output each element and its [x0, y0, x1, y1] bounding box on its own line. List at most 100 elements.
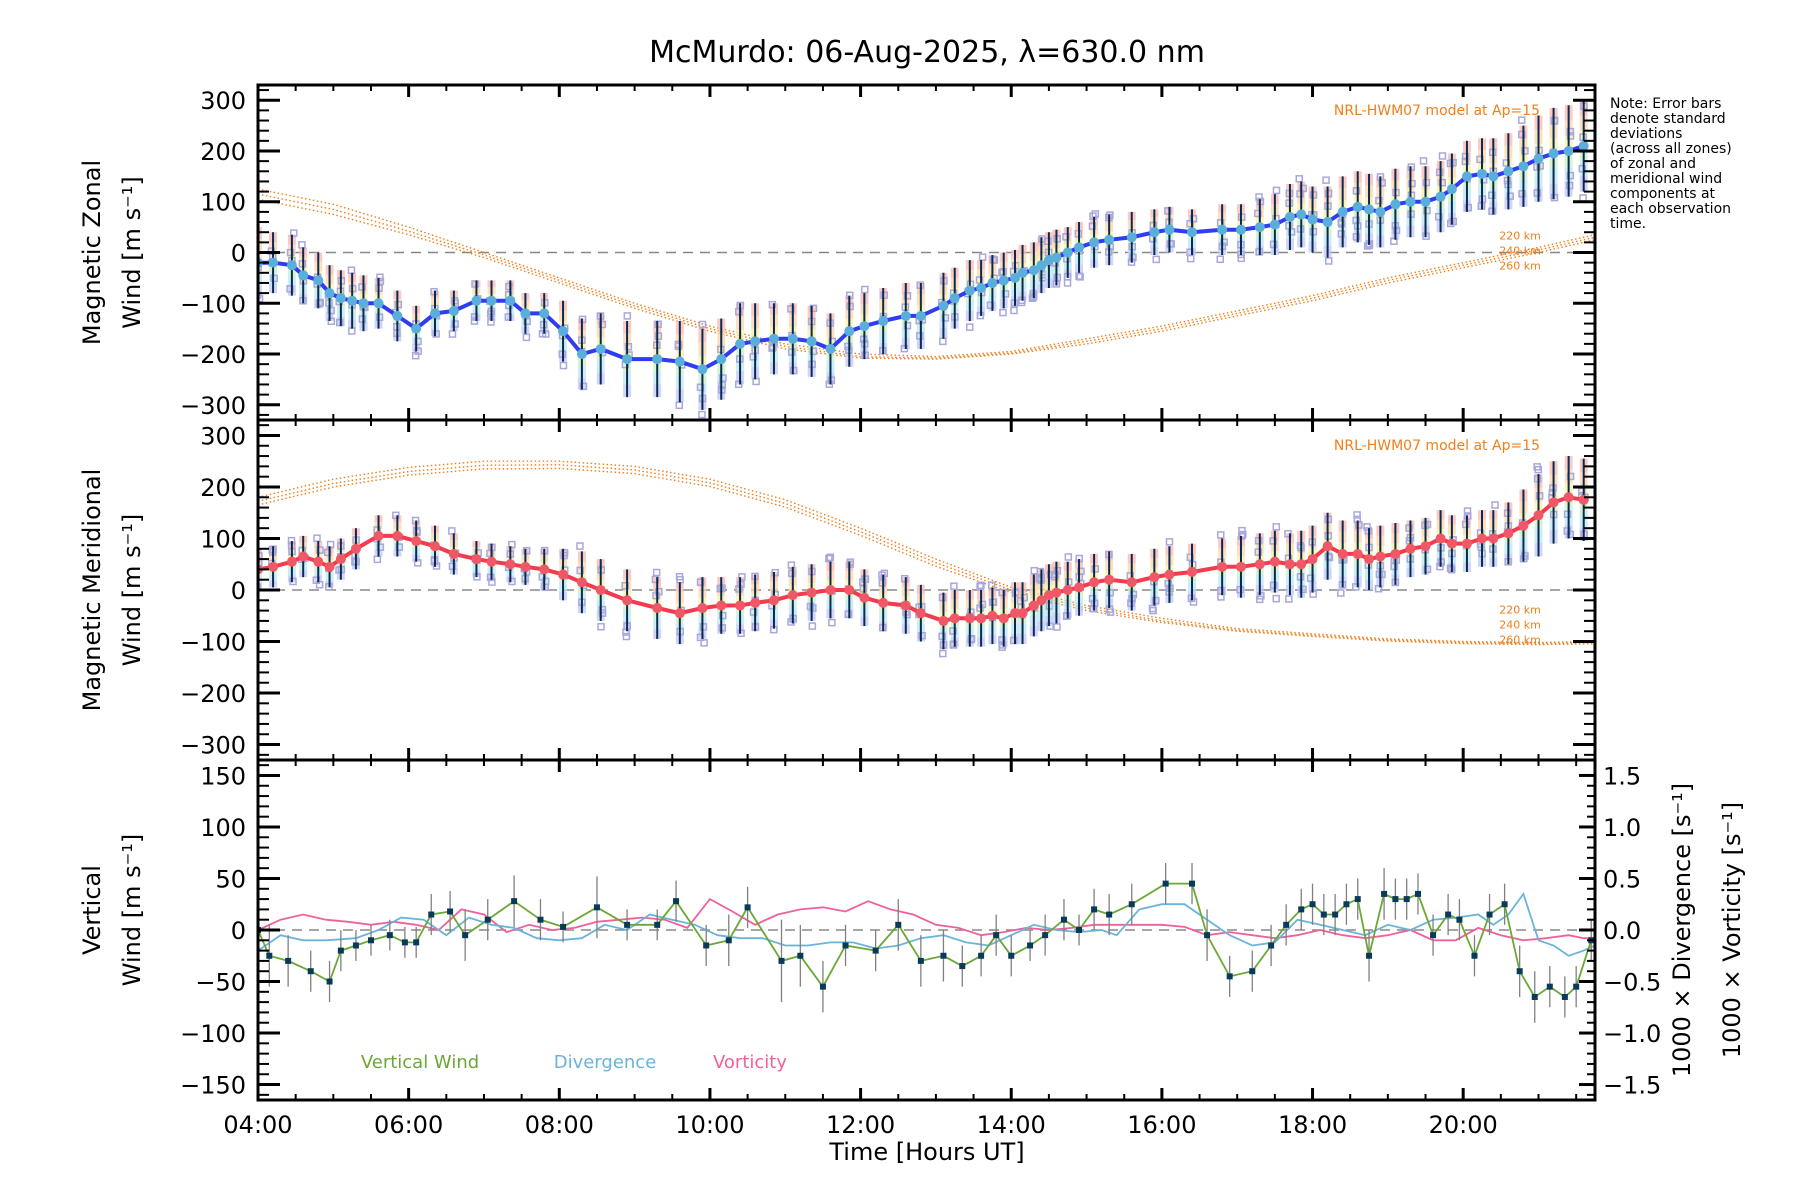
data-point — [1074, 582, 1085, 593]
data-point — [697, 603, 708, 614]
zone-point — [351, 558, 359, 566]
zone-point — [1566, 127, 1575, 136]
zone-point — [1257, 592, 1265, 600]
data-point — [1435, 191, 1446, 202]
data-point — [1010, 272, 1021, 283]
zone-point — [1272, 594, 1280, 603]
data-point — [1533, 153, 1544, 164]
zone-point — [576, 566, 584, 575]
data-point — [595, 343, 606, 354]
y-axis-label-line1: Magnetic Meridional — [78, 469, 106, 712]
zone-point — [998, 268, 1006, 277]
zone-point — [1461, 157, 1470, 166]
data-point — [844, 326, 855, 337]
zone-point — [522, 546, 531, 555]
data-point — [1062, 247, 1073, 258]
data-point — [1548, 148, 1559, 159]
zone-point — [900, 574, 909, 583]
y2-tick-label: 1.5 — [1603, 762, 1641, 790]
zone-point — [523, 317, 531, 326]
data-point — [1235, 224, 1246, 235]
zone-point — [986, 301, 995, 310]
data-point — [1488, 171, 1499, 182]
note-line: time. — [1610, 216, 1646, 232]
zone-point — [335, 566, 343, 574]
zone-point — [999, 308, 1007, 317]
data-point — [750, 336, 761, 347]
zone-point — [258, 583, 261, 591]
plot-area — [258, 100, 1595, 419]
data-point — [878, 316, 889, 327]
y2-tick-label: 1.0 — [1603, 814, 1641, 842]
x-axis-label: Time [Hours UT] — [828, 1138, 1024, 1166]
zone-point — [939, 337, 947, 346]
data-point — [1332, 911, 1339, 918]
data-point — [558, 569, 569, 580]
data-point — [1089, 577, 1100, 588]
data-point — [358, 298, 369, 309]
data-point — [1322, 541, 1333, 552]
data-point — [428, 911, 435, 918]
zone-point — [1566, 530, 1575, 539]
zone-point — [315, 299, 324, 308]
zone-point — [1217, 531, 1225, 539]
zone-point — [1502, 159, 1511, 167]
data-point — [1352, 201, 1363, 212]
y-tick-label: 0 — [231, 917, 246, 945]
zone-point — [376, 277, 385, 286]
data-point — [1298, 906, 1305, 913]
data-point — [1435, 533, 1446, 544]
zone-point — [560, 551, 568, 560]
data-point — [576, 349, 587, 360]
x-tick-label: 12:00 — [826, 1111, 895, 1139]
data-point — [673, 898, 680, 905]
zone-point — [1325, 553, 1334, 562]
model-curve-240km — [258, 464, 1595, 645]
y-tick-label: −50 — [195, 969, 246, 997]
y-tick-label: −100 — [180, 1020, 246, 1048]
data-point — [900, 600, 911, 611]
zone-point — [1462, 520, 1470, 529]
data-point — [352, 942, 359, 949]
chart-title: McMurdo: 06-Aug-2025, λ=630.0 nm — [649, 35, 1205, 70]
data-point — [1486, 911, 1493, 918]
zone-point — [1088, 594, 1097, 603]
data-point — [859, 592, 870, 603]
zone-point — [1488, 191, 1496, 200]
data-point — [1128, 901, 1135, 908]
zone-point — [1106, 608, 1115, 616]
data-point — [735, 600, 746, 611]
data-point — [505, 295, 516, 306]
zone-point — [1378, 570, 1386, 579]
data-point — [401, 939, 408, 946]
zone-point — [1164, 579, 1173, 588]
data-point — [285, 957, 292, 964]
data-point — [1217, 561, 1228, 572]
y2-tick-label: −0.5 — [1603, 969, 1661, 997]
zone-point — [1405, 537, 1414, 545]
zone-point — [358, 315, 367, 323]
data-point — [1036, 260, 1047, 271]
data-point — [392, 310, 403, 321]
data-point — [1296, 209, 1307, 220]
x-tick-label: 06:00 — [374, 1111, 443, 1139]
data-point — [1149, 572, 1160, 583]
data-point — [787, 333, 798, 344]
zone-point — [1062, 233, 1070, 241]
data-point — [266, 952, 273, 959]
data-point — [744, 904, 751, 911]
data-point — [624, 921, 631, 928]
zone-point — [1216, 255, 1224, 264]
data-point — [448, 548, 459, 559]
zone-point — [1390, 562, 1398, 571]
y-tick-label: 200 — [200, 474, 246, 502]
zone-spread-bar — [258, 262, 262, 275]
y-tick-label: −300 — [180, 732, 246, 760]
zone-point — [808, 622, 817, 630]
data-point — [806, 587, 817, 598]
y-tick-label: 100 — [200, 525, 246, 553]
data-point — [1445, 911, 1452, 918]
zone-point — [734, 380, 743, 389]
zone-point — [1186, 254, 1195, 263]
model-height-label: 260 km — [1499, 260, 1541, 273]
